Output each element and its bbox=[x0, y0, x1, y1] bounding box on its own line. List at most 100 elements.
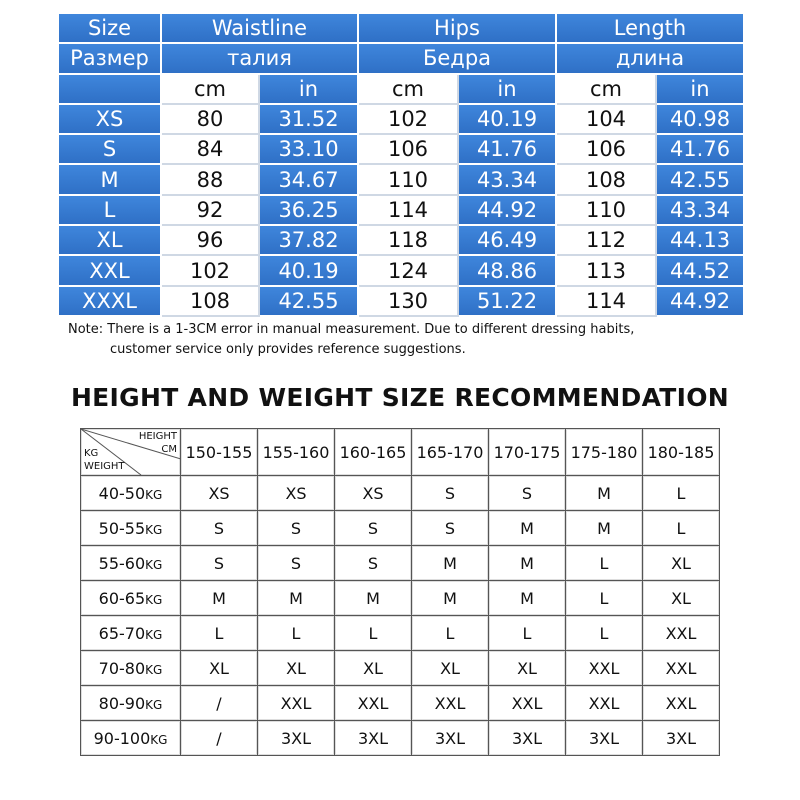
unit-cell: in bbox=[258, 72, 359, 105]
value-cell: 37.82 bbox=[258, 224, 359, 257]
size-cell: S bbox=[57, 133, 162, 166]
value-cell: 113 bbox=[555, 254, 657, 287]
value-cell: 124 bbox=[357, 254, 459, 287]
size-cell: XS bbox=[334, 475, 412, 511]
weight-range: 90-100 bbox=[93, 728, 151, 748]
value-cell: 114 bbox=[555, 284, 657, 317]
size-cell: M bbox=[411, 580, 489, 616]
size-cell: M bbox=[565, 510, 643, 546]
size-cell: XL bbox=[334, 650, 412, 686]
size-cell: S bbox=[180, 510, 258, 546]
value-cell: 31.52 bbox=[258, 102, 359, 136]
weight-unit: KG bbox=[145, 592, 163, 607]
weight-unit: KG bbox=[145, 522, 163, 537]
height-cell: 155-160 bbox=[257, 428, 335, 476]
size-cell: XXL bbox=[642, 615, 720, 651]
height-cell: 165-170 bbox=[411, 428, 489, 476]
size-cell: S bbox=[411, 475, 489, 511]
size-cell: M bbox=[488, 510, 566, 546]
weight-row: 65-70KG L L L L L L XXL bbox=[80, 615, 720, 651]
size-cell: / bbox=[180, 685, 258, 721]
size-row: XXL 102 40.19 124 48.86 113 44.52 bbox=[57, 254, 745, 287]
size-cell: L bbox=[642, 475, 720, 511]
value-cell: 34.67 bbox=[258, 163, 359, 196]
value-cell: 106 bbox=[357, 133, 459, 166]
value-cell: 44.52 bbox=[655, 254, 745, 287]
size-cell: XXL bbox=[565, 685, 643, 721]
size-cell: XL bbox=[488, 650, 566, 686]
value-cell: 43.34 bbox=[457, 163, 557, 196]
corner-lines bbox=[81, 429, 181, 475]
weight-range: 70-80 bbox=[98, 658, 146, 678]
value-cell: 110 bbox=[555, 193, 657, 227]
size-cell: XXL bbox=[257, 685, 335, 721]
value-cell: 108 bbox=[160, 284, 260, 317]
size-cell: M bbox=[180, 580, 258, 616]
weight-cell: 40-50KG bbox=[80, 475, 181, 511]
blank-cell bbox=[57, 72, 162, 105]
size-cell: XXL bbox=[57, 254, 162, 287]
value-cell: 44.13 bbox=[655, 224, 745, 257]
weight-unit: KG bbox=[145, 697, 163, 712]
size-cell: L bbox=[180, 615, 258, 651]
header-row: HEIGHT CM KG WEIGHT 150-155 155-160 160-165 165… bbox=[80, 428, 720, 476]
size-row: M 88 34.67 110 43.34 108 42.55 bbox=[57, 163, 745, 196]
section-title: HEIGHT AND WEIGHT SIZE RECOMMENDATION bbox=[70, 383, 730, 412]
size-row: XL 96 37.82 118 46.49 112 44.13 bbox=[57, 224, 745, 257]
size-cell: XXL bbox=[334, 685, 412, 721]
value-cell: 44.92 bbox=[457, 193, 557, 227]
unit-cell: cm bbox=[555, 72, 657, 105]
weight-row: 60-65KG M M M M M L XL bbox=[80, 580, 720, 616]
header-cell: Hips bbox=[357, 11, 557, 45]
height-cell: 150-155 bbox=[180, 428, 258, 476]
value-cell: 130 bbox=[357, 284, 459, 317]
size-cell: L bbox=[411, 615, 489, 651]
weight-cell: 90-100KG bbox=[80, 720, 181, 756]
weight-cell: 70-80KG bbox=[80, 650, 181, 686]
size-cell: XS bbox=[57, 102, 162, 136]
header-cell: длина bbox=[555, 42, 745, 75]
value-cell: 114 bbox=[357, 193, 459, 227]
weight-row: 40-50KG XS XS XS S S M L bbox=[80, 475, 720, 511]
size-row: L 92 36.25 114 44.92 110 43.34 bbox=[57, 193, 745, 227]
weight-cell: 60-65KG bbox=[80, 580, 181, 616]
value-cell: 106 bbox=[555, 133, 657, 166]
value-cell: 96 bbox=[160, 224, 260, 257]
value-cell: 43.34 bbox=[655, 193, 745, 227]
weight-range: 50-55 bbox=[98, 518, 146, 538]
size-cell: XS bbox=[180, 475, 258, 511]
size-cell: M bbox=[411, 545, 489, 581]
size-cell: L bbox=[57, 193, 162, 227]
value-cell: 40.98 bbox=[655, 102, 745, 136]
size-cell: L bbox=[642, 510, 720, 546]
height-cell: 160-165 bbox=[334, 428, 412, 476]
weight-unit: KG bbox=[145, 487, 163, 502]
size-cell: 3XL bbox=[565, 720, 643, 756]
size-cell: L bbox=[565, 615, 643, 651]
size-cell: 3XL bbox=[488, 720, 566, 756]
unit-cell: cm bbox=[160, 72, 260, 105]
weight-unit: KG bbox=[145, 662, 163, 677]
weight-row: 55-60KG S S S M M L XL bbox=[80, 545, 720, 581]
size-cell: L bbox=[565, 580, 643, 616]
height-cell: 170-175 bbox=[488, 428, 566, 476]
value-cell: 40.19 bbox=[258, 254, 359, 287]
header-cell: Size bbox=[57, 11, 162, 45]
value-cell: 104 bbox=[555, 102, 657, 136]
size-row: XXXL 108 42.55 130 51.22 114 44.92 bbox=[57, 284, 745, 317]
size-row: XS 80 31.52 102 40.19 104 40.98 bbox=[57, 102, 745, 136]
size-cell: XL bbox=[57, 224, 162, 257]
size-cell: XXL bbox=[642, 685, 720, 721]
corner-cell: HEIGHT CM KG WEIGHT bbox=[80, 428, 181, 476]
size-cell: M bbox=[565, 475, 643, 511]
size-cell: S bbox=[334, 545, 412, 581]
value-cell: 102 bbox=[160, 254, 260, 287]
size-cell: XL bbox=[180, 650, 258, 686]
weight-row: 80-90KG / XXL XXL XXL XXL XXL XXL bbox=[80, 685, 720, 721]
weight-cell: 80-90KG bbox=[80, 685, 181, 721]
value-cell: 41.76 bbox=[655, 133, 745, 166]
size-cell: XXL bbox=[565, 650, 643, 686]
size-cell: XS bbox=[257, 475, 335, 511]
header-cell: Length bbox=[555, 11, 745, 45]
